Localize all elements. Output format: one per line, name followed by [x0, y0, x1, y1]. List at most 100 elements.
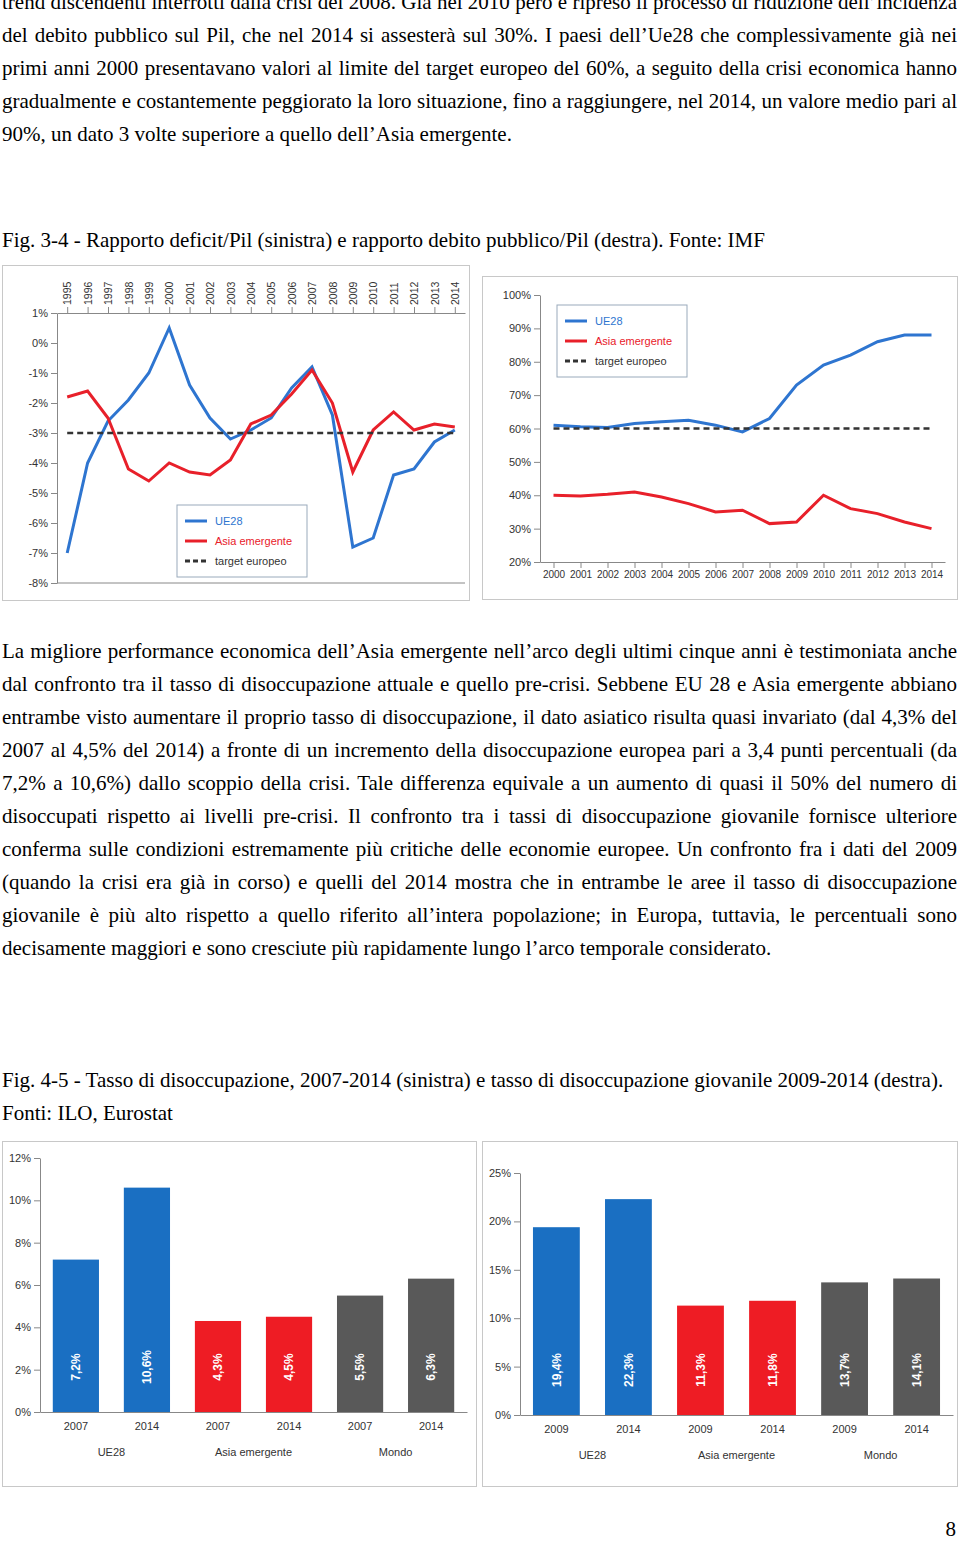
x-axis: 1995199619971998199920002001200220032004…	[58, 281, 466, 313]
bar	[195, 1321, 241, 1412]
tick: 2007	[348, 1412, 372, 1432]
tick-label: -5%	[28, 487, 48, 499]
tick: 2001	[184, 281, 196, 313]
tick: 1%	[32, 307, 57, 319]
tick-mark	[534, 295, 540, 296]
tick-label: 2003	[624, 569, 647, 580]
series-line	[554, 427, 932, 430]
tick-label: 2006	[705, 569, 728, 580]
tick-label: -8%	[28, 577, 48, 589]
tick-mark	[51, 493, 57, 494]
tick-mark	[534, 529, 540, 530]
axis-line	[520, 1174, 521, 1416]
tick-label: 2011	[840, 569, 862, 580]
tick-mark	[51, 313, 57, 314]
tick: 2014	[904, 1415, 928, 1435]
tick-mark	[534, 362, 540, 363]
legend-label: UE28	[595, 315, 623, 327]
tick-mark	[394, 307, 395, 313]
bar	[53, 1260, 99, 1412]
tick-mark	[635, 562, 636, 568]
tick: 2005	[265, 281, 277, 313]
chart-frame	[3, 266, 470, 601]
tick: 2013	[894, 562, 917, 580]
legend-swatch	[565, 320, 587, 323]
axis-line	[57, 583, 465, 584]
chart-frame	[483, 1142, 958, 1487]
tick-mark	[34, 1370, 40, 1371]
tick-mark	[51, 463, 57, 464]
chart-frame	[483, 277, 958, 600]
tick-label: 1999	[143, 281, 155, 305]
group-label: Mondo	[864, 1449, 898, 1461]
tick: 2003	[225, 281, 237, 313]
tick: 2014	[419, 1412, 443, 1432]
legend-swatch	[185, 520, 207, 523]
group-label: Asia emergente	[215, 1446, 292, 1458]
tick-mark	[51, 523, 57, 524]
tick-label: 20%	[489, 1215, 511, 1227]
tick: 6%	[15, 1279, 40, 1291]
tick: -6%	[28, 517, 57, 529]
tick-label: 2%	[15, 1364, 31, 1376]
bar-chart: 0%2%4%6%8%10%12%200720142007201420072014…	[2, 1141, 477, 1487]
tick: 2008	[759, 562, 782, 580]
tick: -5%	[28, 487, 57, 499]
x-axis: 200720142007201420072014	[41, 1412, 468, 1432]
tick-mark	[878, 562, 879, 568]
page: trend discendenti interrotti dalla crisi…	[0, 0, 960, 1543]
tick-mark	[514, 1173, 520, 1174]
tick: 40%	[509, 489, 540, 501]
bar	[124, 1188, 170, 1412]
tick-label: 0%	[495, 1409, 511, 1421]
tick: 1997	[102, 281, 114, 313]
tick: 0%	[15, 1406, 40, 1418]
tick-mark	[608, 562, 609, 568]
tick-mark	[67, 307, 68, 313]
tick-label: 2014	[760, 1423, 784, 1435]
tick-label: 2008	[327, 281, 339, 305]
axis-line	[40, 1159, 41, 1413]
tick-mark	[905, 562, 906, 568]
bar	[677, 1306, 724, 1415]
tick-label: 2012	[408, 281, 420, 305]
tick-mark	[169, 307, 170, 313]
tick: -7%	[28, 547, 57, 559]
group-label: UE28	[98, 1446, 126, 1458]
tick-label: 2006	[286, 281, 298, 305]
tick-mark	[149, 307, 150, 313]
tick: 80%	[509, 356, 540, 368]
tick-mark	[332, 307, 333, 313]
tick-mark	[797, 562, 798, 568]
tick-label: 2014	[135, 1420, 159, 1432]
tick-mark	[34, 1158, 40, 1159]
bar	[408, 1279, 454, 1412]
tick-label: 2002	[597, 569, 620, 580]
series-line	[67, 370, 455, 481]
tick: 2010	[813, 562, 836, 580]
tick: -4%	[28, 457, 57, 469]
tick-mark	[851, 562, 852, 568]
tick-label: 2007	[732, 569, 755, 580]
tick: 2010	[367, 281, 379, 313]
data-labels: 7,2%10,6%4,3%4,5%5,5%6,3%	[69, 1350, 438, 1384]
tick-label: 0%	[15, 1406, 31, 1418]
tick: 1998	[123, 281, 135, 313]
tick: 2002	[597, 562, 620, 580]
tick-label: 2014	[449, 281, 461, 305]
legend-box	[177, 505, 307, 577]
tick-label: -7%	[28, 547, 48, 559]
bar	[605, 1199, 652, 1415]
tick-label: 10%	[489, 1312, 511, 1324]
tick-mark	[932, 562, 933, 568]
data-label: 13,7%	[838, 1353, 852, 1387]
tick-label: -6%	[28, 517, 48, 529]
tick-mark	[554, 562, 555, 568]
tick-mark	[514, 1415, 520, 1416]
tick-label: 1995	[61, 281, 73, 305]
data-label: 22,3%	[622, 1353, 636, 1387]
tick: 2014	[277, 1412, 301, 1432]
tick-mark	[51, 373, 57, 374]
tick-label: 12%	[9, 1152, 31, 1164]
tick: 2014	[135, 1412, 159, 1432]
